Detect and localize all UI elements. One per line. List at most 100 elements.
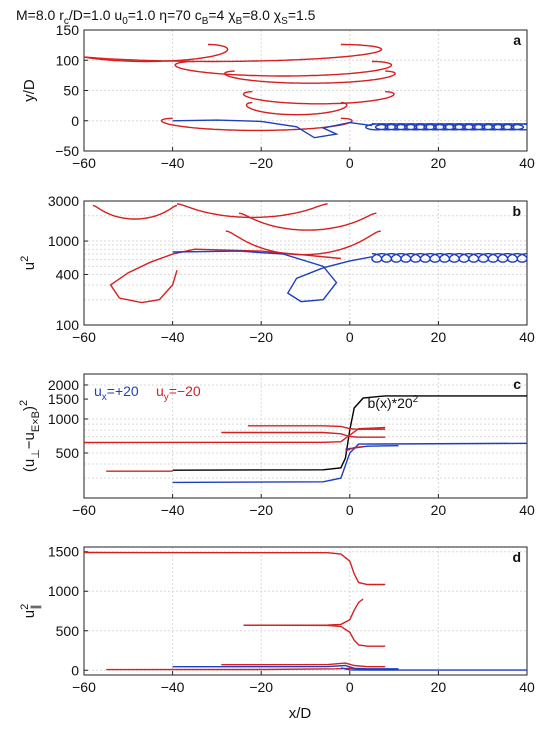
series-group (84, 43, 527, 139)
header-part: =1.5 (288, 7, 316, 23)
blue-trajectory (172, 664, 399, 670)
y-tick-label: 3000 (48, 193, 79, 209)
y-tick-label: 0 (71, 662, 79, 678)
gridlines (83, 201, 528, 325)
red-trajectory (243, 624, 386, 647)
gridlines (83, 374, 528, 498)
x-tick-label: −60 (72, 679, 96, 695)
header-part: c (64, 16, 69, 27)
axes-frame (83, 546, 528, 676)
x-tick-label: −60 (72, 502, 96, 518)
x-tick-label: −20 (249, 155, 273, 171)
red-gyro-orbit (84, 43, 383, 63)
panel-a: −60 −40 −20 0 20 40 −50 0 50 100 150 a y/D (21, 22, 535, 171)
y-axis-label: u2 (19, 256, 38, 270)
header-part: 0 (122, 16, 128, 27)
header-part: /D=1.0 u (69, 7, 122, 23)
blue-trajectory (172, 442, 527, 484)
axes-frame (83, 373, 528, 499)
y-tick-label: 150 (56, 22, 80, 38)
y-axis-label: y/D (21, 79, 38, 102)
x-tick-label: −20 (249, 502, 273, 518)
x-tick-label: 20 (431, 679, 447, 695)
y-tick-label: 50 (63, 83, 79, 99)
red-trajectory (221, 662, 386, 668)
panel-letter: d (512, 549, 521, 565)
x-tick-label: 20 (431, 502, 447, 518)
x-tick-label: 40 (519, 329, 535, 345)
red-gyro-orbit (174, 60, 393, 77)
y-tick-label: 500 (56, 623, 80, 639)
red-gyro-orbit (84, 43, 229, 63)
y-tick-label: 0 (71, 113, 79, 129)
y-tick-label: 1500 (48, 544, 79, 560)
x-tick-label: 0 (346, 155, 354, 171)
red-trajectory (106, 667, 368, 671)
blue-trajectory (172, 250, 373, 303)
header-part: M=8.0 r (16, 7, 64, 23)
y-axis-label: (u⊥−uE×B)2 (18, 400, 42, 472)
header-part: S (281, 16, 288, 27)
x-tick-label: 0 (346, 679, 354, 695)
panel-letter: b (512, 203, 521, 219)
gridlines (83, 547, 528, 675)
legend-uy: uy=−20 (156, 383, 201, 403)
y-tick-label: 1000 (48, 583, 79, 599)
panel-d: −60 −40 −20 0 20 40 0 500 1000 1500 d u2∥ (19, 544, 535, 695)
x-tick-label: −40 (161, 679, 185, 695)
annotation-bx: b(x)*202 (368, 394, 419, 411)
red-gyro-orbit (92, 204, 177, 220)
x-tick-label: −40 (161, 502, 185, 518)
x-axis-label: x/D (289, 705, 312, 722)
red-gyro-orbit (239, 212, 377, 231)
red-trajectory (84, 551, 386, 586)
y-tick-label: 100 (56, 317, 80, 333)
panels: −60 −40 −20 0 20 40 −50 0 50 100 150 a y/D −60 −40 −20 0… (18, 22, 535, 695)
red-trajectory (221, 431, 386, 438)
panel-letter: a (513, 32, 521, 48)
x-tick-label: 40 (519, 155, 535, 171)
panel-b: −60 −40 −20 0 20 40 100 400 1000 3000 b u2 (19, 193, 535, 345)
y-tick-label: −50 (55, 143, 79, 159)
blue-gyro-orbit (371, 253, 527, 263)
header-part: =1.0 η=70 c (128, 7, 202, 23)
y-tick-label: 1500 (48, 391, 79, 407)
series-group (84, 551, 527, 671)
axes-frame (83, 200, 528, 326)
x-tick-label: 20 (431, 329, 447, 345)
figure-header: M=8.0 rc/D=1.0 u0=1.0 η=70 cB=4 χB=8.0 χ… (16, 7, 316, 27)
x-tick-label: 0 (346, 502, 354, 518)
x-tick-label: −40 (161, 329, 185, 345)
x-tick-label: −60 (72, 329, 96, 345)
legend-ux: ux=+20 (94, 383, 139, 403)
red-trajectory (345, 445, 364, 452)
y-tick-label: 400 (56, 266, 80, 282)
red-trajectory (109, 248, 341, 304)
y-tick-label: 1000 (48, 411, 79, 427)
x-tick-label: 20 (431, 155, 447, 171)
y-tick-label: 100 (56, 52, 80, 68)
x-tick-label: −20 (249, 679, 273, 695)
y-axis-label: u2∥ (19, 604, 42, 618)
y-tick-label: 2000 (48, 377, 79, 393)
red-gyro-orbit (177, 203, 328, 219)
red-gyro-orbit (160, 117, 353, 132)
x-tick-label: 40 (519, 502, 535, 518)
red-gyro-orbit (224, 70, 396, 84)
x-tick-label: 0 (346, 329, 354, 345)
x-tick-label: −60 (72, 155, 96, 171)
blue-gyro-orbit (365, 123, 527, 131)
red-gyro-orbit (245, 101, 348, 116)
header-part: =8.0 χ (242, 7, 282, 23)
red-trajectory (247, 425, 386, 431)
blue-trajectory (172, 119, 372, 139)
x-tick-label: −20 (249, 329, 273, 345)
header-part: B (236, 16, 243, 27)
series-group (84, 395, 527, 484)
series-group (92, 203, 527, 304)
black-trajectory (172, 395, 527, 471)
header-part: B (202, 16, 209, 27)
y-tick-label: 1000 (48, 233, 79, 249)
